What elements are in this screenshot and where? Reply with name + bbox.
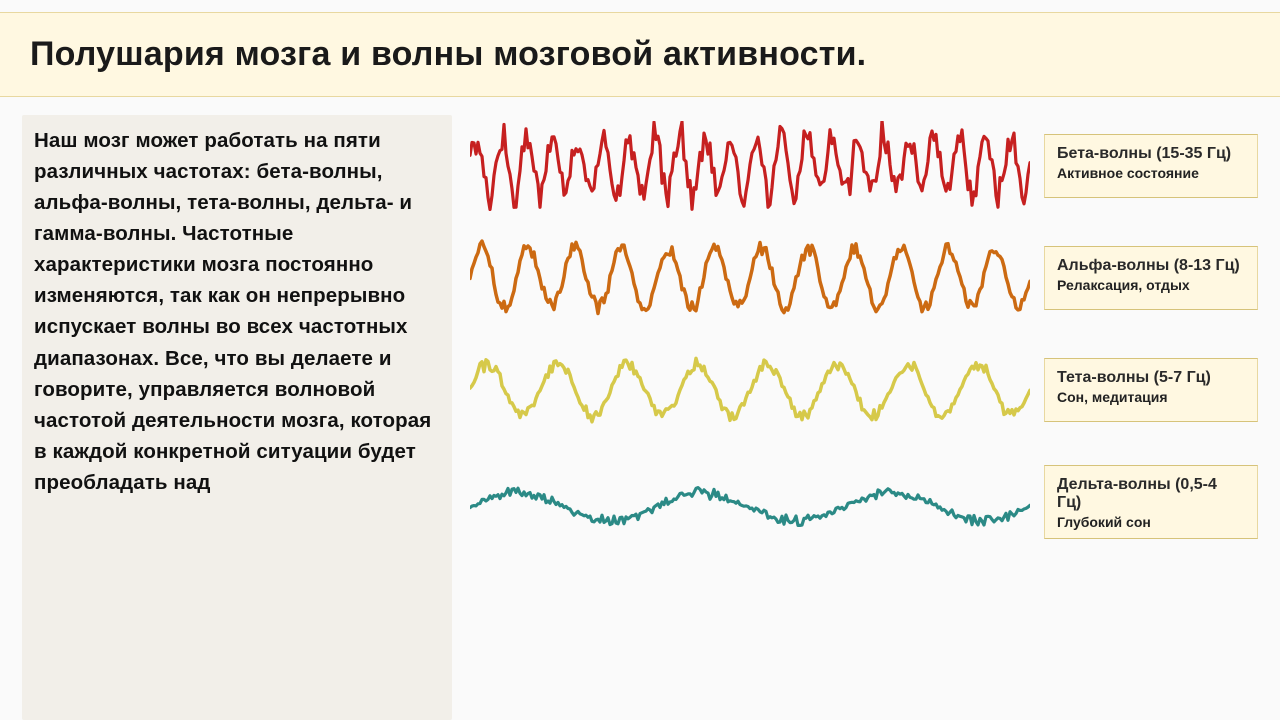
page-title: Полушария мозга и волны мозговой активно…: [30, 33, 1250, 76]
wave-label-beta: Бета-волны (15-35 Гц) Активное состояние: [1044, 134, 1258, 198]
wave-row-beta: Бета-волны (15-35 Гц) Активное состояние: [470, 121, 1258, 211]
wave-title: Альфа-волны (8-13 Гц): [1057, 257, 1245, 275]
wave-graphic-delta: [470, 457, 1030, 547]
wave-row-theta: Тета-волны (5-7 Гц) Сон, медитация: [470, 345, 1258, 435]
wave-svg: [470, 121, 1030, 211]
wave-label-theta: Тета-волны (5-7 Гц) Сон, медитация: [1044, 358, 1258, 422]
wave-row-delta: Дельта-волны (0,5-4 Гц) Глубокий сон: [470, 457, 1258, 547]
body-text-column: Наш мозг может работать на пяти различны…: [22, 115, 452, 720]
title-band: Полушария мозга и волны мозговой активно…: [0, 12, 1280, 97]
waves-column: Бета-волны (15-35 Гц) Активное состояние…: [470, 115, 1258, 720]
wave-path-theta: [470, 358, 1030, 421]
wave-path-beta: [470, 121, 1030, 210]
wave-label-alpha: Альфа-волны (8-13 Гц) Релаксация, отдых: [1044, 246, 1258, 310]
wave-desc: Активное состояние: [1057, 165, 1245, 181]
wave-graphic-beta: [470, 121, 1030, 211]
wave-title: Тета-волны (5-7 Гц): [1057, 369, 1245, 387]
wave-svg: [470, 233, 1030, 323]
wave-desc: Релаксация, отдых: [1057, 277, 1245, 293]
wave-desc: Глубокий сон: [1057, 514, 1245, 530]
wave-row-alpha: Альфа-волны (8-13 Гц) Релаксация, отдых: [470, 233, 1258, 323]
wave-label-delta: Дельта-волны (0,5-4 Гц) Глубокий сон: [1044, 465, 1258, 539]
wave-svg: [470, 345, 1030, 435]
slide: Полушария мозга и волны мозговой активно…: [0, 0, 1280, 720]
wave-path-alpha: [470, 241, 1030, 313]
wave-graphic-theta: [470, 345, 1030, 435]
wave-title: Бета-волны (15-35 Гц): [1057, 145, 1245, 163]
wave-graphic-alpha: [470, 233, 1030, 323]
wave-title: Дельта-волны (0,5-4 Гц): [1057, 476, 1245, 512]
wave-svg: [470, 457, 1030, 547]
wave-desc: Сон, медитация: [1057, 389, 1245, 405]
body-text: Наш мозг может работать на пяти различны…: [34, 125, 440, 499]
wave-path-delta: [470, 487, 1030, 525]
content-row: Наш мозг может работать на пяти различны…: [0, 97, 1280, 720]
